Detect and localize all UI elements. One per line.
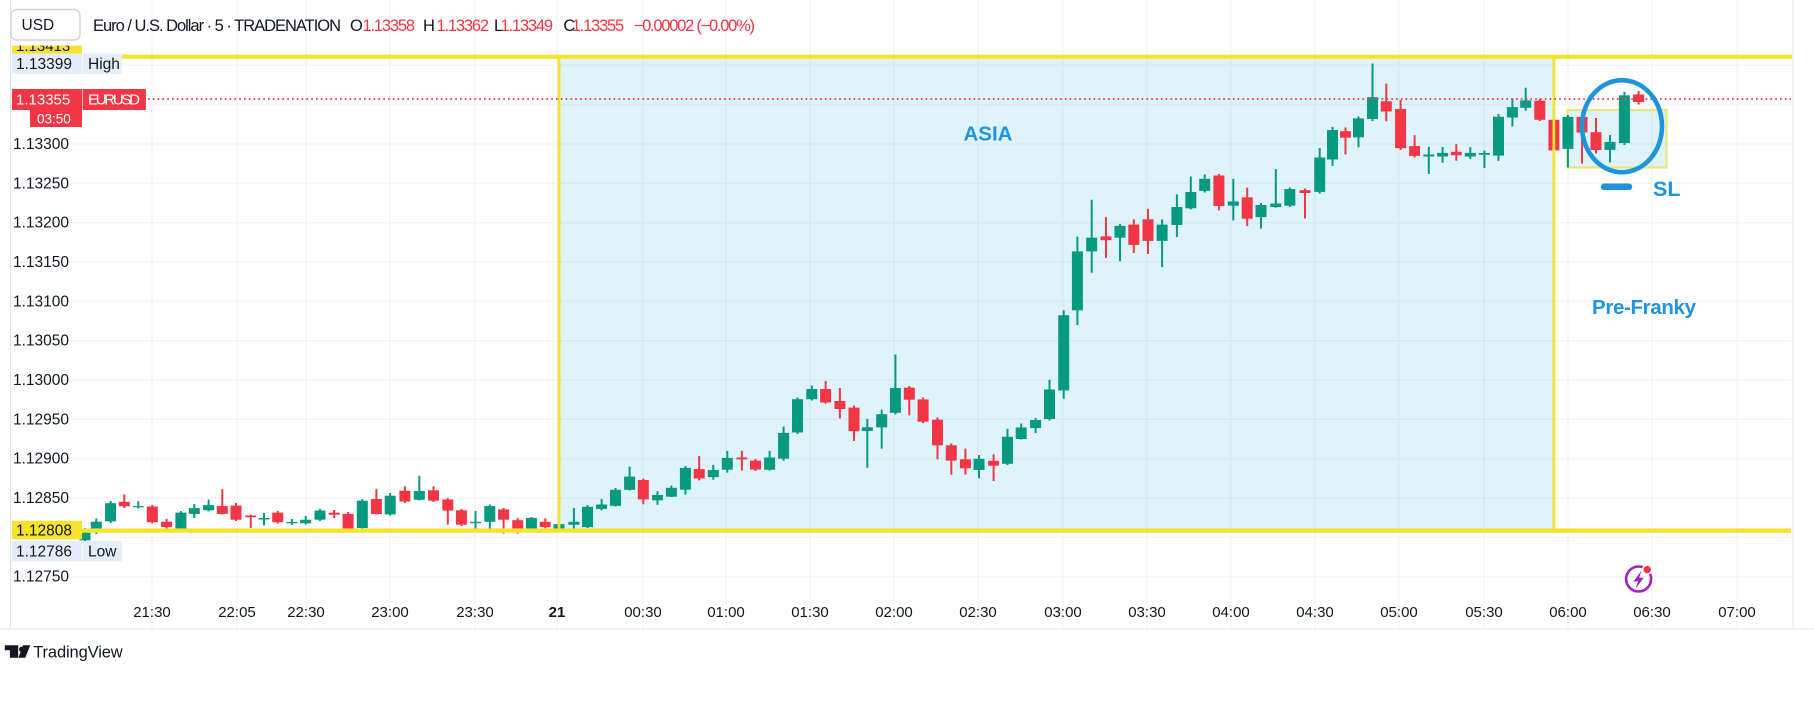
svg-text:TradingView: TradingView	[33, 644, 123, 662]
svg-text:1.13100: 1.13100	[13, 293, 69, 310]
svg-text:1.13399: 1.13399	[16, 56, 72, 73]
svg-text:05:30: 05:30	[1465, 604, 1503, 621]
svg-text:1.13413: 1.13413	[16, 38, 70, 55]
svg-text:1.13355: 1.13355	[16, 92, 70, 109]
svg-text:03:50: 03:50	[37, 112, 71, 127]
svg-text:L: L	[494, 17, 503, 35]
svg-text:1.12850: 1.12850	[13, 490, 69, 507]
svg-text:H: H	[423, 17, 435, 35]
svg-text:1.13150: 1.13150	[13, 254, 69, 271]
svg-text:05:00: 05:00	[1380, 604, 1418, 621]
svg-text:1.13300: 1.13300	[13, 136, 69, 153]
svg-text:01:00: 01:00	[707, 604, 745, 621]
svg-text:23:00: 23:00	[371, 604, 409, 621]
svg-text:O: O	[350, 17, 363, 35]
svg-text:1.13358: 1.13358	[363, 17, 416, 35]
svg-text:23:30: 23:30	[456, 604, 494, 621]
svg-text:22:30: 22:30	[287, 604, 325, 621]
svg-text:1.13000: 1.13000	[13, 372, 69, 389]
svg-text:1.13349: 1.13349	[501, 17, 554, 35]
svg-text:04:00: 04:00	[1212, 604, 1250, 621]
svg-text:06:00: 06:00	[1549, 604, 1587, 621]
svg-text:1.12950: 1.12950	[13, 411, 69, 428]
svg-text:00:30: 00:30	[624, 604, 662, 621]
svg-text:02:30: 02:30	[959, 604, 997, 621]
svg-text:Euro / U.S. Dollar · 5 · TRADE: Euro / U.S. Dollar · 5 · TRADENATION	[93, 17, 341, 35]
svg-text:22:05: 22:05	[218, 604, 256, 621]
svg-text:21: 21	[549, 604, 566, 621]
svg-text:Pre-Franky: Pre-Franky	[1592, 296, 1697, 319]
svg-text:1.12900: 1.12900	[13, 451, 69, 468]
svg-text:06:30: 06:30	[1633, 604, 1671, 621]
svg-text:03:30: 03:30	[1128, 604, 1166, 621]
svg-text:USD: USD	[22, 17, 55, 34]
svg-text:03:00: 03:00	[1044, 604, 1082, 621]
svg-text:EURUSD: EURUSD	[88, 92, 140, 109]
svg-text:21:30: 21:30	[133, 604, 171, 621]
svg-text:1.13050: 1.13050	[13, 333, 69, 350]
svg-text:04:30: 04:30	[1296, 604, 1334, 621]
svg-text:SL: SL	[1653, 177, 1680, 201]
svg-text:−0.00002 (−0.00%): −0.00002 (−0.00%)	[634, 17, 755, 35]
svg-text:ASIA: ASIA	[964, 123, 1013, 146]
svg-text:1.12750: 1.12750	[13, 569, 69, 586]
svg-text:02:00: 02:00	[875, 604, 913, 621]
svg-text:1.13362: 1.13362	[437, 17, 490, 35]
svg-text:07:00: 07:00	[1718, 604, 1756, 621]
svg-text:1.13355: 1.13355	[572, 17, 625, 35]
svg-text:Low: Low	[88, 544, 117, 561]
svg-text:01:30: 01:30	[791, 604, 829, 621]
svg-text:High: High	[88, 56, 120, 73]
svg-text:1.12808: 1.12808	[16, 523, 72, 540]
svg-text:1.13200: 1.13200	[13, 215, 69, 232]
svg-text:C: C	[563, 17, 575, 35]
svg-text:1.12786: 1.12786	[16, 544, 72, 561]
svg-text:1.13250: 1.13250	[13, 175, 69, 192]
